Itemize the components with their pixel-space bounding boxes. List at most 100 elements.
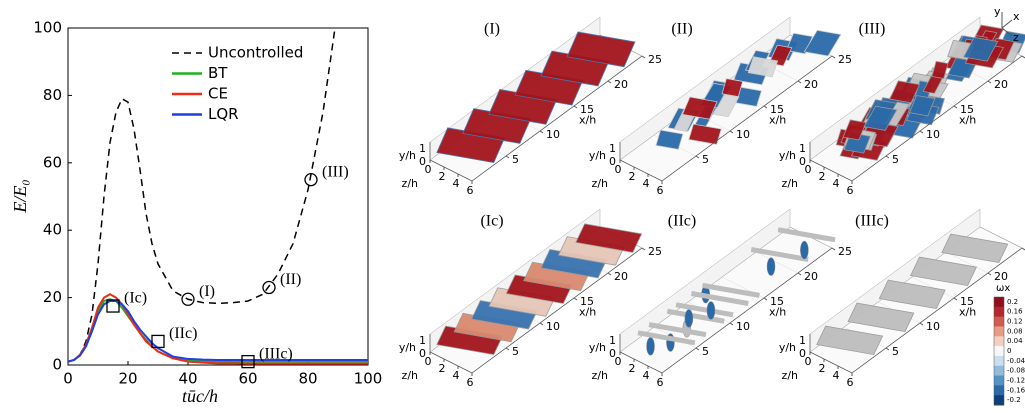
x-tick-label: 20 bbox=[614, 270, 628, 283]
x-tick-label: 15 bbox=[580, 103, 594, 116]
vortex-sheet bbox=[816, 325, 884, 356]
x-tick bbox=[729, 322, 734, 326]
panel-label: (I) bbox=[484, 21, 500, 38]
vortex-sheet bbox=[803, 29, 842, 57]
z-tick-label: 0 bbox=[805, 163, 812, 176]
z-tick-label: 4 bbox=[833, 369, 840, 382]
z-tick-label: 2 bbox=[629, 362, 636, 375]
vortex-sheet bbox=[878, 279, 946, 310]
annotation-label: (IIc) bbox=[169, 325, 197, 342]
x-tick-label: 15 bbox=[770, 103, 784, 116]
vortex-blob bbox=[684, 309, 694, 328]
box-edge bbox=[429, 55, 643, 182]
x-tick-label: 10 bbox=[736, 320, 750, 333]
z-tick-label: 6 bbox=[847, 184, 854, 197]
vortex-blob bbox=[766, 257, 776, 276]
x-tick bbox=[641, 247, 646, 251]
vortex-sheet bbox=[690, 291, 749, 306]
z-axis-label: z/h bbox=[402, 369, 418, 382]
x-tick bbox=[987, 272, 992, 276]
z-tick-label: 6 bbox=[847, 376, 854, 389]
panel-label: (IIIc) bbox=[855, 213, 889, 230]
series-line bbox=[68, 27, 336, 363]
colorbar-frame bbox=[993, 296, 1005, 406]
x-tick-label: 10 bbox=[546, 320, 560, 333]
box-edge bbox=[619, 55, 833, 182]
x-tick bbox=[919, 322, 924, 326]
vortex-sheet bbox=[675, 302, 734, 318]
box-grid bbox=[755, 251, 799, 274]
z-tick-label: 6 bbox=[467, 376, 474, 389]
x-tick bbox=[763, 297, 768, 301]
box-edge bbox=[429, 247, 643, 374]
y-tick-label: 0 bbox=[799, 155, 806, 168]
x-tick-label: 15 bbox=[770, 295, 784, 308]
y-tick-label: 40 bbox=[43, 221, 62, 239]
x-tick-label: 15 bbox=[580, 295, 594, 308]
x-axis-label: x/h bbox=[579, 306, 596, 319]
vortex-sheet bbox=[688, 123, 722, 145]
y-tick-label: 1 bbox=[419, 142, 426, 155]
triad-label: z bbox=[1013, 31, 1019, 44]
colorbar-cell bbox=[994, 297, 1004, 308]
x-tick-label: 100 bbox=[354, 370, 383, 388]
z-tick-label: 2 bbox=[819, 362, 826, 375]
x-tick bbox=[831, 247, 836, 251]
y-axis-label: y/h bbox=[779, 341, 796, 354]
x-tick bbox=[919, 130, 924, 134]
x-tick-label: 5 bbox=[512, 153, 519, 166]
x-tick bbox=[953, 105, 958, 109]
x-axis-label: x/h bbox=[769, 114, 786, 127]
colorbar-cell bbox=[994, 395, 1004, 406]
x-tick bbox=[573, 297, 578, 301]
vortex-sheet bbox=[648, 322, 707, 338]
x-tick bbox=[641, 55, 646, 59]
x-tick bbox=[831, 55, 836, 59]
colorbar-tick-label: -0.04 bbox=[1007, 357, 1025, 365]
y-tick-label: 1 bbox=[799, 334, 806, 347]
vortex-sheet bbox=[747, 56, 779, 78]
z-axis-label: z/h bbox=[592, 369, 608, 382]
z-tick-label: 2 bbox=[629, 170, 636, 183]
x-tick bbox=[797, 80, 802, 84]
y-axis-label: y/h bbox=[779, 149, 796, 162]
vortex-sheet bbox=[681, 96, 718, 120]
colorbar-tick-label: -0.12 bbox=[1007, 376, 1025, 384]
x-tick-label: 15 bbox=[960, 295, 974, 308]
annotation-label: (IIIc) bbox=[259, 345, 293, 362]
panel-label: (II) bbox=[671, 21, 692, 38]
annotation-marker bbox=[106, 299, 120, 313]
x-tick-label: 5 bbox=[702, 345, 709, 358]
vortex-blob bbox=[706, 301, 716, 320]
colorbar-cell bbox=[994, 365, 1004, 377]
colorbar-tick-label: -0.16 bbox=[1007, 386, 1025, 394]
x-tick-label: 25 bbox=[838, 245, 852, 258]
box-edge bbox=[619, 247, 833, 374]
y-tick-label: 1 bbox=[419, 334, 426, 347]
y-tick-label: 0 bbox=[419, 347, 426, 360]
x-tick-label: 10 bbox=[546, 128, 560, 141]
colorbar-cell bbox=[994, 385, 1004, 396]
y-tick-label: 1 bbox=[609, 334, 616, 347]
plot-frame bbox=[67, 27, 369, 366]
y-tick-label: 0 bbox=[799, 347, 806, 360]
annotation-marker bbox=[304, 172, 318, 187]
x-tick-label: 80 bbox=[298, 370, 317, 388]
z-axis-label: z/h bbox=[592, 177, 608, 190]
triad-label: x bbox=[1013, 10, 1020, 23]
x-axis-label: x/h bbox=[959, 114, 976, 127]
vortex-sheet bbox=[750, 247, 809, 262]
box-edge bbox=[809, 55, 1023, 182]
x-tick bbox=[505, 347, 510, 351]
x-tick-label: 10 bbox=[926, 320, 940, 333]
colorbar-cell bbox=[994, 316, 1004, 327]
y-axis-label: E/E₀ bbox=[10, 179, 30, 213]
box-edge bbox=[809, 247, 1023, 374]
vortex-sheet bbox=[713, 93, 740, 118]
colorbar-cell bbox=[994, 306, 1004, 318]
annotation-label: (Ic) bbox=[124, 290, 147, 307]
y-tick-label: 20 bbox=[43, 288, 62, 306]
annotation-label: (II) bbox=[280, 271, 301, 288]
x-tick-label: 40 bbox=[178, 370, 197, 388]
x-tick-label: 10 bbox=[736, 128, 750, 141]
